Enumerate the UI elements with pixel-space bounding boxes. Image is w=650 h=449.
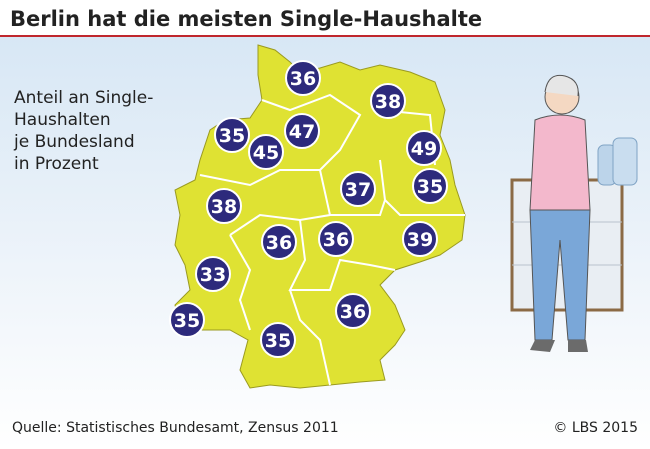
value-badge xyxy=(195,256,231,292)
legend-line: je Bundesland xyxy=(13,132,135,152)
person-illustration xyxy=(529,74,591,352)
value-label: 33 xyxy=(200,264,226,286)
value-badge xyxy=(335,293,371,329)
value-label: 38 xyxy=(211,196,237,218)
value-badge xyxy=(412,168,448,204)
value-badge xyxy=(285,60,321,96)
value-label: 47 xyxy=(289,121,315,143)
value-label: 36 xyxy=(340,301,366,323)
value-badge xyxy=(406,130,442,166)
value-label: 49 xyxy=(411,138,437,160)
state-values: 36 38 35 47 45 49 35 37 38 36 36 39 33 35 36 35 xyxy=(169,60,448,358)
value-label: 45 xyxy=(253,142,279,164)
value-badge xyxy=(206,188,242,224)
value-label: 38 xyxy=(375,91,401,113)
value-label: 35 xyxy=(417,176,443,198)
copyright: © LBS 2015 xyxy=(553,420,638,436)
value-label: 36 xyxy=(290,68,316,90)
value-badge xyxy=(248,134,284,170)
value-badge xyxy=(318,221,354,257)
value-badge xyxy=(402,221,438,257)
legend-line: Haushalten xyxy=(14,110,111,130)
value-label: 36 xyxy=(266,232,292,254)
value-badge xyxy=(261,224,297,260)
source: Quelle: Statistisches Bundesamt, Zensus … xyxy=(12,420,339,436)
value-badge xyxy=(370,83,406,119)
value-badge xyxy=(284,113,320,149)
legend-line: Anteil an Single- xyxy=(14,88,153,108)
value-badge xyxy=(340,171,376,207)
value-label: 36 xyxy=(323,229,349,251)
title-bar xyxy=(0,0,650,36)
value-badge xyxy=(260,322,296,358)
legend-line: in Prozent xyxy=(14,154,99,174)
value-label: 35 xyxy=(174,310,200,332)
value-label: 39 xyxy=(407,229,433,251)
value-label: 37 xyxy=(345,179,371,201)
value-label: 35 xyxy=(219,125,245,147)
value-badge xyxy=(214,117,250,153)
value-badge xyxy=(169,302,205,338)
value-label: 35 xyxy=(265,330,291,352)
title: Berlin hat die meisten Single-Haushalte xyxy=(10,7,482,31)
